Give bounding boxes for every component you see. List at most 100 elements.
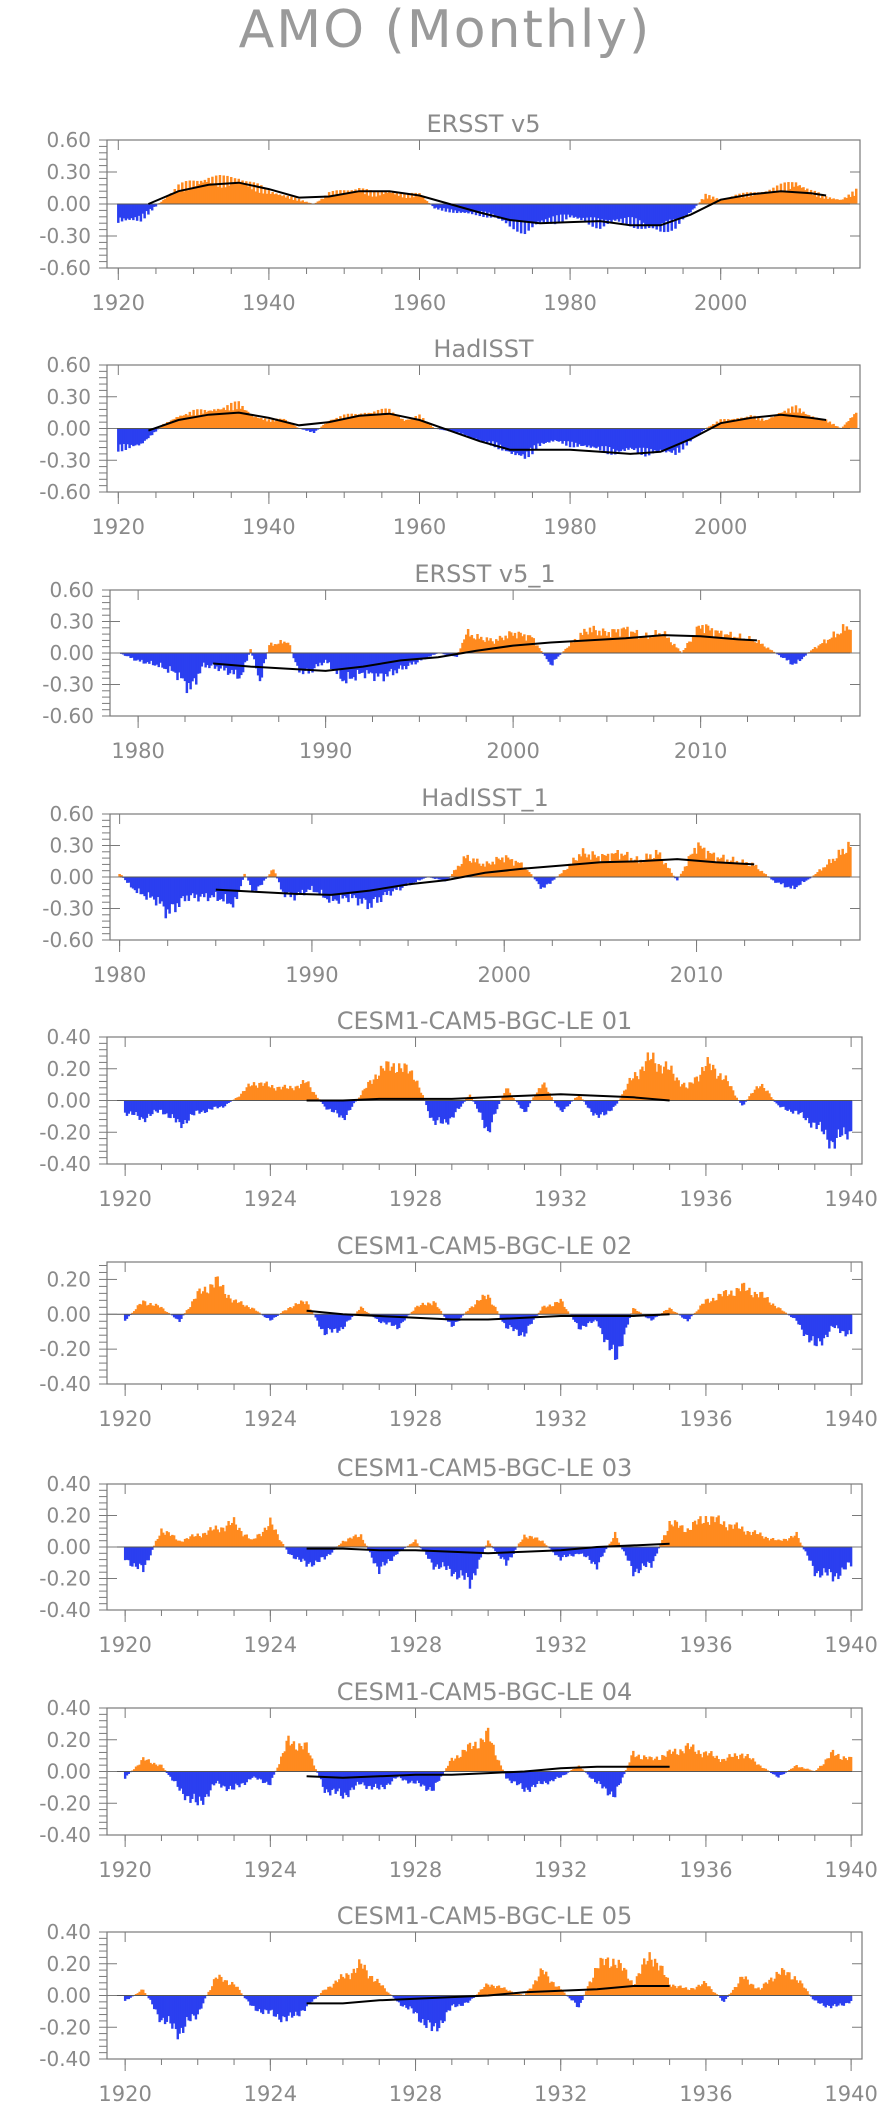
negative-anomaly-bar bbox=[243, 653, 247, 663]
positive-anomaly-bar bbox=[555, 1301, 559, 1315]
positive-anomaly-bar bbox=[579, 1096, 582, 1101]
positive-anomaly-bar bbox=[704, 1516, 708, 1547]
positive-anomaly-bar bbox=[474, 862, 477, 877]
negative-anomaly-bar bbox=[547, 877, 550, 884]
negative-anomaly-bar bbox=[849, 1547, 853, 1567]
negative-anomaly-bar bbox=[341, 877, 344, 899]
negative-anomaly-bar bbox=[265, 1771, 268, 1782]
positive-anomaly-bar bbox=[822, 198, 826, 204]
negative-anomaly-bar bbox=[516, 204, 519, 232]
negative-anomaly-bar bbox=[592, 1547, 595, 1562]
positive-anomaly-bar bbox=[659, 1065, 662, 1101]
positive-anomaly-bar bbox=[685, 866, 689, 877]
positive-anomaly-bar bbox=[511, 635, 515, 653]
positive-anomaly-bar bbox=[337, 419, 340, 429]
positive-anomaly-bar bbox=[381, 1068, 385, 1101]
negative-anomaly-bar bbox=[154, 1100, 158, 1112]
positive-anomaly-bar bbox=[746, 1753, 749, 1772]
positive-anomaly-bar bbox=[706, 1298, 709, 1315]
positive-anomaly-bar bbox=[271, 418, 274, 429]
negative-anomaly-bar bbox=[142, 653, 145, 664]
negative-anomaly-bar bbox=[137, 877, 141, 889]
negative-anomaly-bar bbox=[154, 204, 158, 207]
positive-anomaly-bar bbox=[841, 199, 845, 204]
positive-anomaly-bar bbox=[240, 1093, 243, 1101]
positive-anomaly-bar bbox=[700, 199, 704, 204]
positive-anomaly-bar bbox=[167, 1532, 170, 1547]
positive-anomaly-bar bbox=[615, 632, 618, 653]
positive-anomaly-bar bbox=[690, 641, 693, 653]
positive-anomaly-bar bbox=[437, 1308, 441, 1315]
negative-anomaly-bar bbox=[572, 1314, 575, 1320]
negative-anomaly-bar bbox=[343, 877, 346, 896]
negative-anomaly-bar bbox=[666, 204, 670, 232]
positive-anomaly-bar bbox=[456, 865, 460, 877]
negative-anomaly-bar bbox=[772, 877, 775, 881]
positive-anomaly-bar bbox=[840, 633, 843, 653]
negative-anomaly-bar bbox=[126, 877, 129, 883]
negative-anomaly-bar bbox=[456, 1100, 459, 1109]
positive-anomaly-bar bbox=[371, 196, 374, 204]
negative-anomaly-bar bbox=[501, 204, 504, 221]
positive-anomaly-bar bbox=[581, 634, 584, 653]
positive-anomaly-bar bbox=[730, 196, 734, 204]
positive-anomaly-bar bbox=[688, 641, 691, 653]
positive-anomaly-bar bbox=[750, 640, 753, 653]
negative-anomaly-bar bbox=[279, 877, 283, 890]
positive-anomaly-bar bbox=[142, 1989, 145, 1996]
positive-anomaly-bar bbox=[577, 640, 580, 653]
positive-anomaly-bar bbox=[822, 1764, 826, 1772]
positive-anomaly-bar bbox=[512, 865, 516, 877]
negative-anomaly-bar bbox=[285, 877, 289, 894]
negative-anomaly-bar bbox=[592, 1100, 595, 1116]
y-tick-label: 0.20 bbox=[46, 1504, 91, 1528]
negative-anomaly-bar bbox=[316, 1995, 319, 1997]
positive-anomaly-bar bbox=[723, 419, 726, 429]
negative-anomaly-bar bbox=[178, 1995, 181, 2034]
negative-anomaly-bar bbox=[276, 877, 279, 879]
positive-anomaly-bar bbox=[421, 1095, 425, 1101]
positive-anomaly-bar bbox=[305, 1742, 308, 1772]
negative-anomaly-bar bbox=[482, 428, 485, 442]
negative-anomaly-bar bbox=[802, 1547, 806, 1550]
negative-anomaly-bar bbox=[247, 1995, 250, 2002]
negative-anomaly-bar bbox=[499, 1314, 503, 1319]
negative-anomaly-bar bbox=[436, 1100, 439, 1121]
positive-anomaly-bar bbox=[690, 1746, 693, 1772]
negative-anomaly-bar bbox=[133, 1100, 136, 1115]
negative-anomaly-bar bbox=[582, 204, 585, 218]
negative-anomaly-bar bbox=[312, 1547, 316, 1566]
positive-anomaly-bar bbox=[616, 629, 620, 653]
negative-anomaly-bar bbox=[527, 204, 530, 231]
negative-anomaly-bar bbox=[525, 204, 529, 223]
positive-anomaly-bar bbox=[190, 188, 193, 204]
negative-anomaly-bar bbox=[515, 1100, 519, 1103]
positive-anomaly-bar bbox=[663, 631, 667, 653]
positive-anomaly-bar bbox=[824, 419, 828, 429]
positive-anomaly-bar bbox=[483, 641, 487, 653]
positive-anomaly-bar bbox=[380, 191, 384, 204]
x-tick-label: 2010 bbox=[670, 963, 723, 987]
positive-anomaly-bar bbox=[218, 1974, 221, 1996]
negative-anomaly-bar bbox=[442, 204, 446, 209]
negative-anomaly-bar bbox=[585, 204, 589, 218]
positive-anomaly-bar bbox=[510, 859, 514, 877]
positive-anomaly-bar bbox=[793, 1535, 797, 1547]
positive-anomaly-bar bbox=[495, 1986, 499, 1996]
negative-anomaly-bar bbox=[167, 1995, 170, 2017]
positive-anomaly-bar bbox=[510, 632, 513, 653]
negative-anomaly-bar bbox=[533, 204, 536, 223]
positive-anomaly-bar bbox=[171, 419, 175, 429]
negative-anomaly-bar bbox=[521, 1100, 524, 1109]
positive-anomaly-bar bbox=[633, 1984, 637, 1996]
negative-anomaly-bar bbox=[459, 1995, 463, 2006]
negative-anomaly-bar bbox=[263, 1771, 267, 1783]
positive-anomaly-bar bbox=[472, 1746, 475, 1772]
positive-anomaly-bar bbox=[704, 1299, 708, 1315]
positive-anomaly-bar bbox=[240, 1531, 243, 1547]
positive-anomaly-bar bbox=[408, 1544, 412, 1547]
negative-anomaly-bar bbox=[501, 428, 504, 451]
